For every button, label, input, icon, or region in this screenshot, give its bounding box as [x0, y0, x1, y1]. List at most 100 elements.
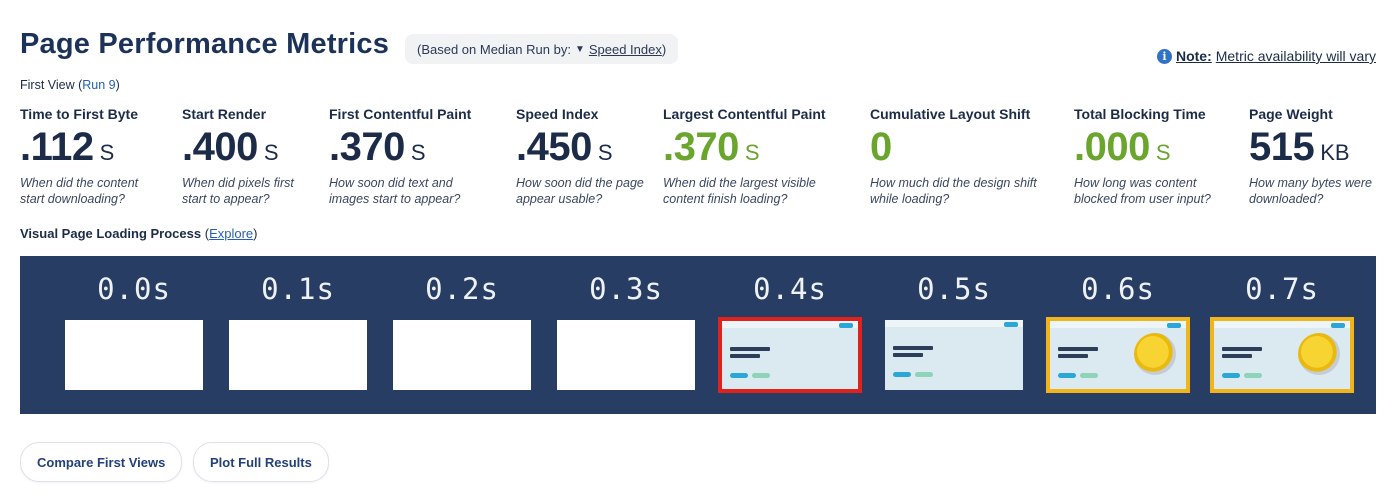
frame-time: 0.7s [1245, 272, 1319, 306]
filmstrip-frame-lcp[interactable]: 0.4s [715, 256, 865, 414]
paren-open: ( [204, 226, 210, 241]
thumb-button [1080, 373, 1098, 378]
thumb-badge [1331, 323, 1345, 328]
thumb-button [1244, 373, 1262, 378]
thumb-headline [1058, 347, 1098, 351]
glove-image-icon [1134, 333, 1176, 375]
compare-first-views-button[interactable]: Compare First Views [20, 442, 183, 482]
metric-description: How soon did text and images start to ap… [329, 176, 461, 206]
explore-link[interactable]: Explore [209, 226, 254, 241]
thumb-badge [839, 323, 853, 328]
frame-thumbnail[interactable] [65, 320, 203, 390]
metric-description: How many bytes were downloaded? [1249, 176, 1372, 206]
metric-value: 515 [1249, 125, 1315, 169]
plot-full-results-button[interactable]: Plot Full Results [193, 442, 329, 482]
filmstrip-frame[interactable]: 0.1s [223, 256, 373, 414]
thumb-badge [1167, 323, 1181, 328]
metric-description: How soon did the page appear usable? [516, 176, 644, 206]
metric-unit: KB [1320, 140, 1350, 165]
filmstrip-frame-shift[interactable]: 0.7s [1207, 256, 1357, 414]
visual-loading-title: Visual Page Loading Process (Explore) [20, 226, 258, 241]
frame-thumbnail[interactable] [393, 320, 531, 390]
frame-thumbnail[interactable] [1046, 317, 1190, 393]
metric-value: .370 [663, 125, 739, 169]
frame-time: 0.2s [425, 272, 499, 306]
filmstrip-frame[interactable]: 0.5s [879, 256, 1029, 414]
metric-label: Page Weight [1249, 106, 1333, 122]
filmstrip-frame[interactable]: 0.2s [387, 256, 537, 414]
paren-close: ) [253, 226, 258, 241]
thumb-button [752, 373, 770, 378]
metric-description: How long was content blocked from user i… [1074, 176, 1211, 206]
thumb-headline [893, 346, 933, 350]
frame-time: 0.4s [753, 272, 827, 306]
metric-description: How much did the design shift while load… [870, 176, 1037, 206]
frame-time: 0.5s [917, 272, 991, 306]
filmstrip[interactable]: 0.0s 0.1s 0.2s 0.3s 0.4s 0.5s [20, 256, 1376, 414]
thumb-headline [730, 347, 770, 351]
frame-thumbnail[interactable] [557, 320, 695, 390]
run-link[interactable]: Run 9 [82, 78, 116, 92]
frame-thumbnail[interactable] [1210, 317, 1354, 393]
metric-lcp: Largest Contentful Paint .370 S When did … [663, 106, 833, 207]
frame-thumbnail[interactable] [718, 317, 862, 393]
filmstrip-frame[interactable]: 0.0s [59, 256, 209, 414]
metric-label: Largest Contentful Paint [663, 106, 826, 122]
thumb-header [1050, 321, 1186, 328]
thumb-badge [1004, 322, 1018, 327]
metric-value: .400 [182, 125, 258, 169]
thumb-button [1058, 373, 1076, 378]
metric-unit: S [99, 140, 115, 165]
metric-page-weight: Page Weight 515 KB How many bytes were do… [1249, 106, 1374, 207]
availability-note: i Note: Metric availability will vary [1156, 48, 1376, 64]
metric-label: Cumulative Layout Shift [870, 106, 1031, 122]
filmstrip-frame-shift[interactable]: 0.6s [1043, 256, 1193, 414]
metric-value: .000 [1074, 125, 1150, 169]
metric-unit: S [263, 140, 279, 165]
metric-label: Time to First Byte [20, 106, 138, 122]
frame-thumbnail[interactable] [229, 320, 367, 390]
frame-time: 0.3s [589, 272, 663, 306]
metric-description: When did the content start downloading? [20, 176, 139, 206]
thumb-button [915, 372, 933, 377]
metric-value: 0 [870, 125, 892, 169]
filmstrip-frame[interactable]: 0.3s [551, 256, 701, 414]
median-metric-link[interactable]: Speed Index [588, 41, 662, 57]
thumb-header [885, 320, 1023, 327]
frame-time: 0.6s [1081, 272, 1155, 306]
thumb-headline [1058, 354, 1088, 358]
metric-label: Speed Index [516, 106, 599, 122]
metric-unit: S [1155, 140, 1171, 165]
thumb-header [1214, 321, 1350, 328]
thumb-button [730, 373, 748, 378]
page-title: Page Performance Metrics [20, 28, 390, 60]
thumb-headline [1222, 354, 1252, 358]
metric-speed-index: Speed Index .450 S How soon did the page … [516, 106, 646, 207]
metric-unit: S [410, 140, 426, 165]
thumb-button [893, 372, 911, 377]
thumb-header [722, 321, 858, 328]
metric-unit: S [744, 140, 760, 165]
median-run-selector: (Based on Median Run by: ▼ Speed Index ) [405, 34, 679, 64]
frame-time: 0.1s [261, 272, 335, 306]
metric-cls: Cumulative Layout Shift 0 How much did t… [870, 106, 1050, 207]
caret-down-icon[interactable]: ▼ [574, 43, 585, 55]
metric-ttfb: Time to First Byte .112 S When did the co… [20, 106, 150, 207]
metric-start-render: Start Render .400 S When did pixels first… [182, 106, 307, 207]
metric-unit: S [597, 140, 613, 165]
metric-value: .450 [516, 125, 592, 169]
metric-tbt: Total Blocking Time .000 S How long was c… [1074, 106, 1224, 207]
metric-label: Total Blocking Time [1074, 106, 1206, 122]
frame-time: 0.0s [97, 272, 171, 306]
visual-title-text: Visual Page Loading Process [20, 226, 202, 241]
metric-description: When did the largest visible content fin… [663, 176, 816, 206]
metric-description: When did pixels first start to appear? [182, 176, 294, 206]
glove-image-icon [1298, 333, 1340, 375]
metric-value: .370 [329, 125, 405, 169]
thumb-headline [1222, 347, 1262, 351]
metric-fcp: First Contentful Paint .370 S How soon di… [329, 106, 471, 207]
median-prefix: (Based on Median Run by: [417, 41, 571, 57]
frame-thumbnail[interactable] [885, 320, 1023, 390]
info-icon: i [1156, 48, 1172, 64]
note-text: Metric availability will vary [1215, 48, 1376, 64]
